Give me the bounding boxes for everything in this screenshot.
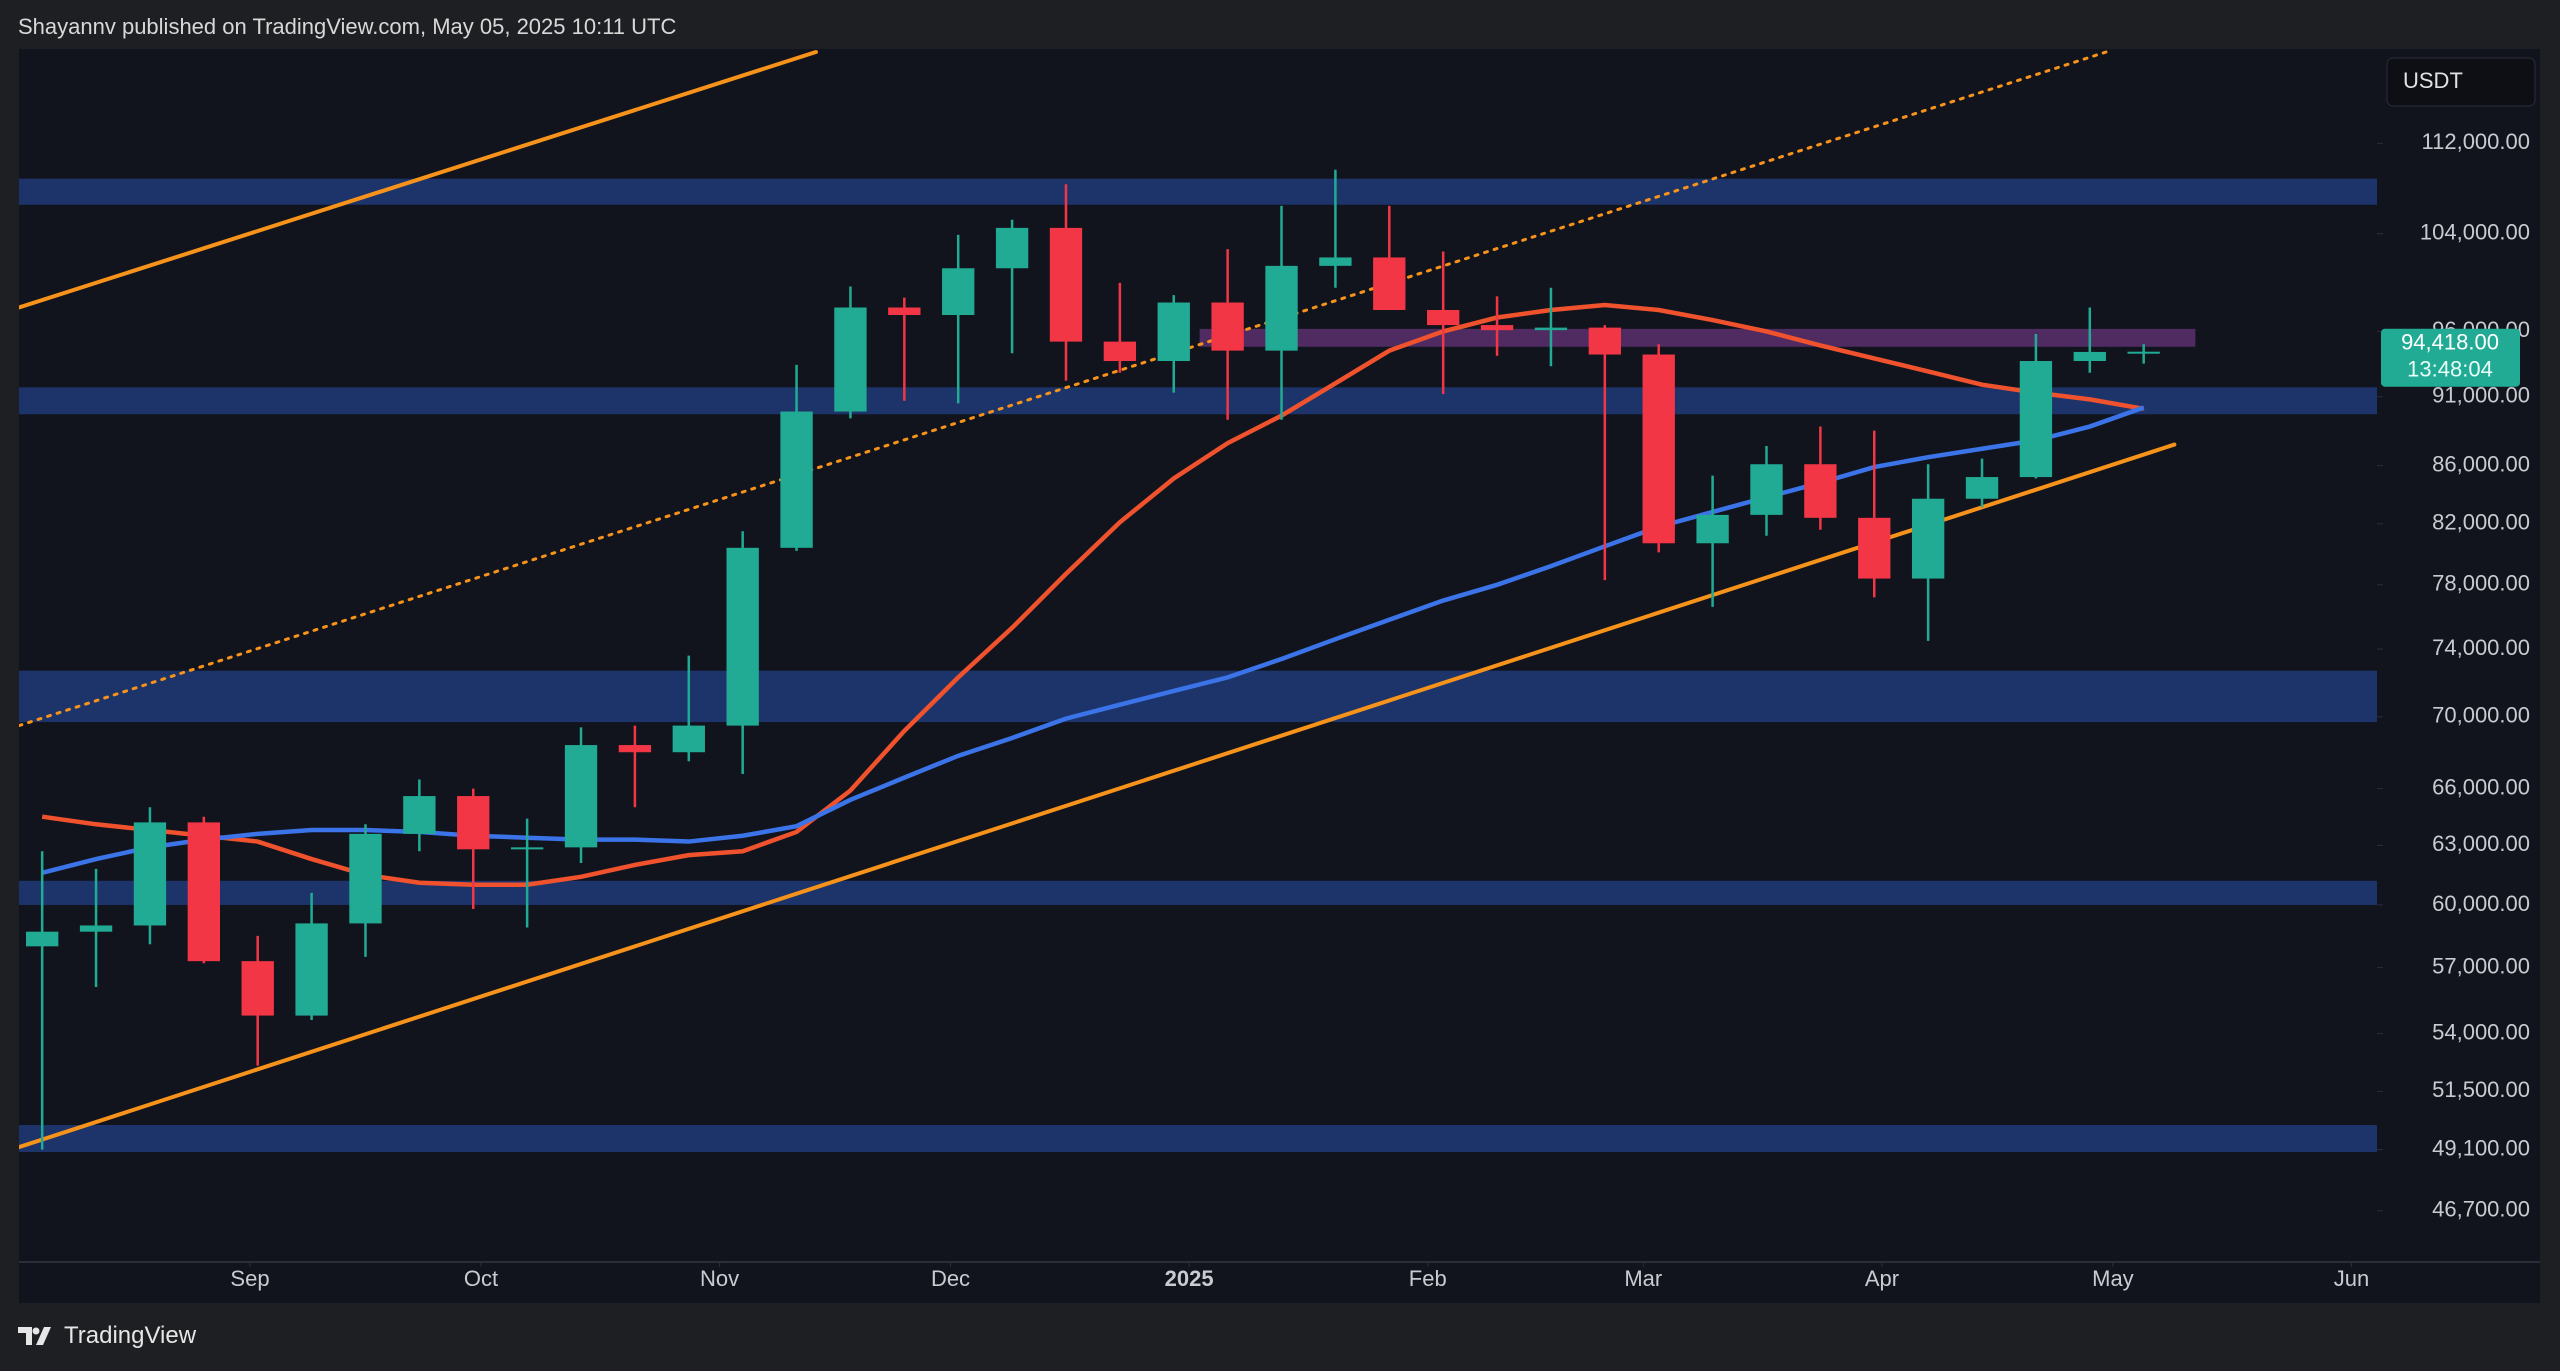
brand: TradingView: [64, 1322, 197, 1349]
candle-body: [1211, 302, 1244, 351]
y-tick-label: 54,000.00: [2432, 1019, 2530, 1044]
x-tick-label: Nov: [700, 1266, 739, 1291]
y-tick-label: 51,500.00: [2432, 1077, 2530, 1102]
candle-body: [1696, 514, 1729, 544]
candle-body: [1911, 498, 1945, 579]
last-price-label: 94,418.00: [2401, 330, 2499, 355]
y-tick-label: 104,000.00: [2420, 220, 2530, 245]
candle-body: [995, 227, 1029, 269]
y-tick-label: 82,000.00: [2432, 510, 2530, 535]
footer: TradingView: [18, 1322, 196, 1350]
moving-average: [41, 405, 2145, 876]
candle-body: [1049, 227, 1083, 342]
candle-body: [1157, 302, 1190, 362]
candle-body: [726, 547, 759, 726]
x-tick-label: Mar: [1624, 1266, 1662, 1291]
publish-header: Shayannv published on TradingView.com, M…: [18, 14, 677, 39]
currency-button[interactable]: [2386, 57, 2536, 107]
candle-body: [26, 931, 59, 947]
candle-body: [349, 833, 382, 924]
price-axis: [2377, 49, 2540, 1303]
countdown: 13:48:04: [2407, 357, 2493, 382]
candle-body: [79, 925, 113, 932]
candle-body: [1534, 327, 1568, 331]
candle-body: [672, 725, 705, 753]
x-tick-label: Dec: [931, 1266, 970, 1291]
x-tick-label: Feb: [1409, 1266, 1447, 1291]
candle-body: [295, 923, 328, 1016]
candle-body: [2073, 351, 2106, 362]
candle-body: [457, 796, 490, 850]
y-tick-label: 63,000.00: [2432, 831, 2530, 856]
y-tick-label: 60,000.00: [2432, 891, 2530, 916]
moving-average: [41, 302, 2145, 888]
candle-body: [133, 822, 167, 926]
x-tick-label: Jun: [2334, 1266, 2369, 1291]
y-tick-label: 78,000.00: [2432, 571, 2530, 596]
candle-body: [1480, 325, 1514, 331]
candle-body: [1319, 257, 1352, 266]
y-tick-label: 46,700.00: [2432, 1197, 2530, 1222]
candle-body: [564, 745, 598, 848]
y-tick-label: 112,000.00: [2422, 129, 2530, 154]
candle-body: [1427, 310, 1460, 326]
zone: [1199, 328, 2196, 347]
x-tick-label: Oct: [464, 1266, 498, 1291]
x-tick-label: Apr: [1865, 1266, 1899, 1291]
y-tick-label: 74,000.00: [2432, 635, 2530, 660]
x-tick-label: Sep: [230, 1266, 269, 1291]
candle-body: [510, 847, 544, 850]
y-tick-label: 57,000.00: [2432, 953, 2530, 978]
trendline: [19, 442, 2177, 1150]
candle-body: [1804, 464, 1837, 518]
chart: USDT 112,000.00104,000.0096,000.0091,000…: [19, 49, 2540, 1303]
x-tick-label: May: [2092, 1266, 2134, 1291]
candle-body: [2019, 361, 2053, 478]
zone: [19, 1125, 2377, 1153]
zone: [19, 178, 2377, 205]
zone: [19, 670, 2377, 723]
candle-body: [942, 268, 975, 316]
candle-body: [1103, 341, 1137, 362]
last-price-box: [2381, 328, 2520, 387]
zone: [19, 387, 2377, 415]
x-tick-label: 2025: [1165, 1266, 1214, 1291]
y-tick-label: 86,000.00: [2432, 451, 2530, 476]
y-tick-label: 49,100.00: [2432, 1135, 2530, 1160]
trendline: [19, 50, 818, 310]
candle-body: [241, 961, 274, 1016]
candle-body: [618, 745, 652, 753]
candle-body: [2127, 351, 2160, 354]
y-tick-label: 66,000.00: [2432, 774, 2530, 799]
logo: [18, 1327, 51, 1345]
y-tick-label: 70,000.00: [2432, 703, 2530, 728]
candle-body: [1588, 327, 1621, 355]
candle-body: [1965, 477, 1999, 499]
candle-body: [780, 411, 813, 548]
candle-body: [1642, 354, 1675, 544]
candle-body: [1265, 265, 1298, 351]
candle-body: [1750, 464, 1783, 515]
candle-body: [834, 307, 867, 412]
candle-body: [403, 796, 436, 834]
currency: USDT: [2403, 68, 2463, 93]
candle-body: [187, 822, 220, 962]
zone: [19, 880, 2377, 905]
candle-body: [1858, 517, 1891, 579]
candle-body: [888, 307, 921, 316]
candle-body: [1373, 257, 1406, 311]
